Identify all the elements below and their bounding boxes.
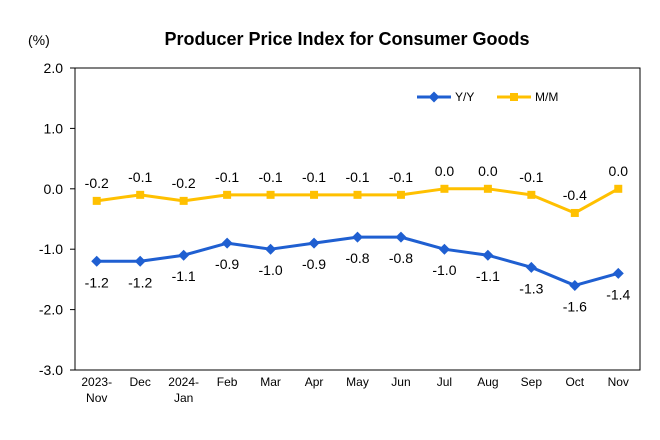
data-label-mm: -0.1 bbox=[519, 169, 543, 185]
data-point-yy bbox=[178, 249, 190, 261]
x-axis-ticks: 2023-Nov Dec 2024-Jan Feb Mar Apr May Jun Jul Aug… bbox=[81, 375, 629, 405]
x-tick-label: Oct bbox=[565, 375, 584, 389]
x-tick-label: Aug bbox=[477, 375, 498, 389]
data-point-mm bbox=[483, 184, 492, 193]
x-tick-label: 2023-Nov bbox=[81, 375, 112, 405]
data-label-mm: 0.0 bbox=[435, 163, 455, 179]
legend-marker bbox=[428, 91, 440, 103]
data-point-yy bbox=[308, 237, 320, 249]
y-tick-label: 1.0 bbox=[44, 120, 64, 136]
data-point-yy bbox=[91, 255, 103, 267]
data-label-mm: -0.4 bbox=[563, 187, 587, 203]
y-tick-label: -2.0 bbox=[39, 302, 63, 318]
data-point-yy bbox=[265, 243, 277, 255]
x-tick-label: Feb bbox=[217, 375, 238, 389]
data-point-mm bbox=[223, 190, 232, 199]
data-label-mm: -0.1 bbox=[259, 169, 283, 185]
data-label-yy: -1.4 bbox=[606, 286, 630, 302]
data-label-mm: -0.1 bbox=[302, 169, 326, 185]
data-label-yy: -1.2 bbox=[85, 274, 109, 290]
data-label-yy: -1.0 bbox=[432, 262, 456, 278]
data-label-yy: -0.9 bbox=[302, 256, 326, 272]
data-label-yy: -1.3 bbox=[519, 280, 543, 296]
data-point-yy bbox=[352, 231, 363, 243]
data-label-yy: -1.6 bbox=[563, 298, 587, 314]
legend-label: M/M bbox=[535, 90, 558, 104]
data-label-mm: -0.1 bbox=[215, 169, 239, 185]
data-point-yy bbox=[612, 267, 624, 279]
legend-label: Y/Y bbox=[455, 90, 474, 104]
data-label-mm: -0.2 bbox=[172, 175, 196, 191]
y-tick-label: 0.0 bbox=[44, 181, 64, 197]
data-point-mm bbox=[136, 190, 145, 199]
plot-area-border bbox=[74, 67, 641, 371]
y-tick-label: -1.0 bbox=[39, 241, 63, 257]
data-point-yy bbox=[569, 279, 581, 291]
data-label-yy: -1.1 bbox=[476, 268, 500, 284]
data-point-mm bbox=[179, 196, 188, 205]
x-tick-label: Jun bbox=[391, 375, 410, 389]
data-point-mm bbox=[353, 190, 362, 199]
y-axis-unit: (%) bbox=[28, 32, 50, 48]
x-tick-label: 2024-Jan bbox=[168, 375, 199, 405]
x-tick-label: Dec bbox=[130, 375, 151, 389]
data-point-mm bbox=[527, 190, 536, 199]
data-point-yy bbox=[438, 243, 450, 255]
legend: Y/Y M/M bbox=[417, 90, 558, 104]
legend-marker bbox=[510, 93, 518, 101]
data-point-mm bbox=[92, 196, 101, 205]
data-label-yy: -0.8 bbox=[345, 250, 369, 266]
data-label-mm: -0.1 bbox=[128, 169, 152, 185]
data-label-mm: 0.0 bbox=[478, 163, 498, 179]
data-point-mm bbox=[440, 184, 449, 193]
data-point-mm bbox=[570, 208, 579, 217]
data-label-yy: -1.0 bbox=[259, 262, 283, 278]
series-markers bbox=[91, 184, 624, 291]
y-axis-ticks: 2.0 1.0 0.0 -1.0 -2.0 -3.0 bbox=[39, 60, 75, 378]
data-point-yy bbox=[395, 231, 407, 243]
data-point-yy bbox=[525, 261, 537, 273]
data-label-yy: -1.1 bbox=[172, 268, 196, 284]
data-label-mm: -0.1 bbox=[389, 169, 413, 185]
data-point-mm bbox=[396, 190, 405, 199]
data-label-yy: -0.9 bbox=[215, 256, 239, 272]
y-tick-label: -3.0 bbox=[39, 362, 63, 378]
x-tick-label: Sep bbox=[521, 375, 543, 389]
data-point-yy bbox=[134, 255, 146, 267]
data-label-mm: 0.0 bbox=[609, 163, 629, 179]
data-labels: -1.2 -1.2 -1.1 -0.9 -1.0 -0.9 -0.8 -0.8 -1.0 -1.1… bbox=[85, 163, 631, 315]
y-tick-label: 2.0 bbox=[44, 60, 64, 76]
data-label-yy: -1.2 bbox=[128, 274, 152, 290]
data-point-yy bbox=[482, 249, 494, 261]
x-tick-label: Mar bbox=[260, 375, 281, 389]
data-point-mm bbox=[614, 184, 623, 193]
data-label-mm: -0.1 bbox=[345, 169, 369, 185]
data-point-yy bbox=[221, 237, 233, 249]
x-tick-label: Jul bbox=[437, 375, 452, 389]
data-label-yy: -0.8 bbox=[389, 250, 413, 266]
x-tick-label: Apr bbox=[305, 375, 324, 389]
data-point-mm bbox=[310, 190, 319, 199]
chart-title: Producer Price Index for Consumer Goods bbox=[164, 29, 529, 49]
x-tick-label: Nov bbox=[608, 375, 629, 389]
x-tick-label: May bbox=[346, 375, 369, 389]
data-label-mm: -0.2 bbox=[85, 175, 109, 191]
data-point-mm bbox=[266, 190, 275, 199]
